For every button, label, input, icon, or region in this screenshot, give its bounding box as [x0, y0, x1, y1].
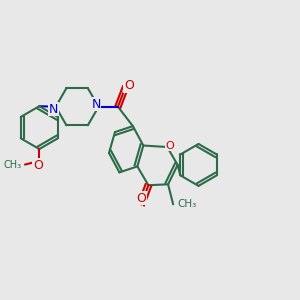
Text: O: O [136, 192, 146, 205]
Text: O: O [124, 79, 134, 92]
Text: CH₃: CH₃ [178, 199, 197, 209]
Text: O: O [166, 140, 175, 151]
Text: N: N [49, 103, 58, 116]
Text: CH₃: CH₃ [4, 160, 22, 170]
Text: N: N [92, 98, 101, 111]
Text: O: O [33, 159, 43, 172]
